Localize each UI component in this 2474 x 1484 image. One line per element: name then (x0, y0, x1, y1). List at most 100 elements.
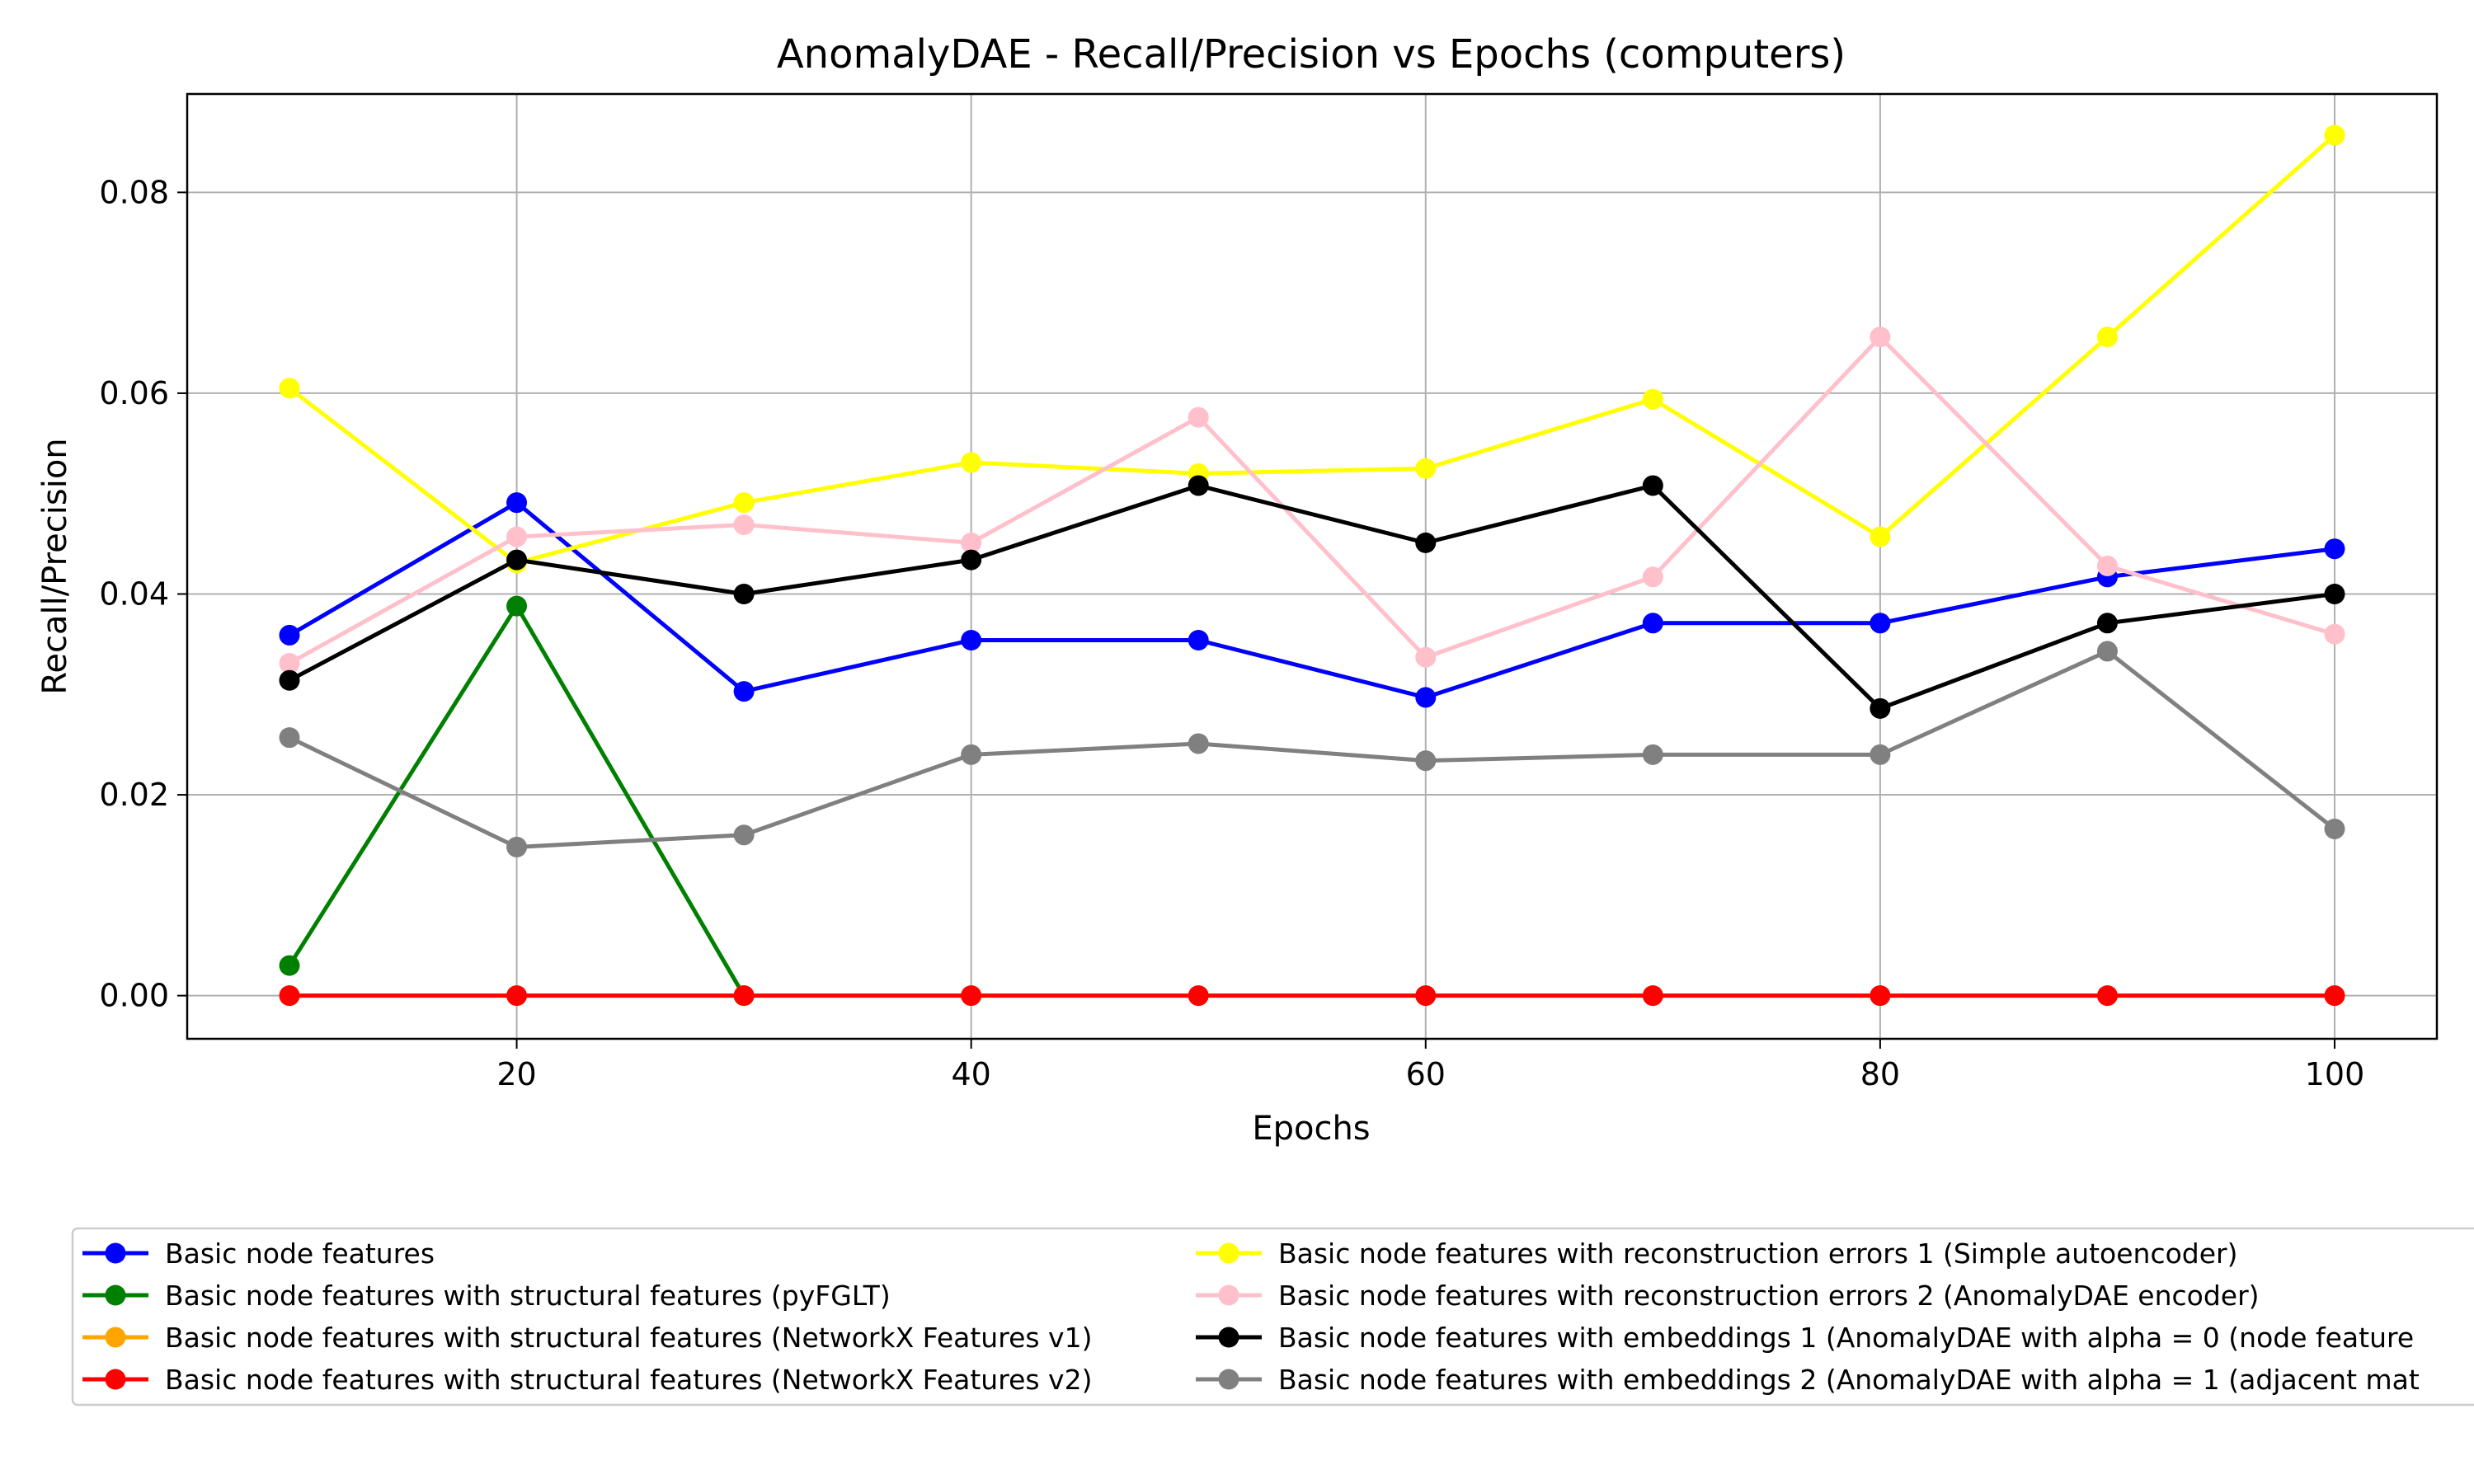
data-point (1188, 630, 1209, 651)
data-point (1870, 744, 1891, 765)
data-point (961, 744, 982, 765)
legend-swatch-marker (1218, 1242, 1239, 1264)
data-point (2324, 583, 2345, 604)
y-tick-label: 0.04 (99, 575, 169, 612)
legend-item: Basic node features with embeddings 2 (A… (1196, 1364, 2420, 1396)
series-8 (279, 641, 2345, 857)
data-point (2324, 985, 2345, 1007)
data-point (279, 985, 300, 1007)
legend-label: Basic node features (165, 1237, 435, 1270)
legend-frame (71, 1227, 2474, 1407)
data-point (1870, 985, 1891, 1007)
data-point (279, 378, 300, 399)
x-tick-label: 60 (1406, 1056, 1446, 1092)
data-point (279, 669, 300, 691)
data-point (2096, 555, 2118, 576)
data-point (1188, 475, 1209, 496)
legend-item: Basic node features with reconstruction … (1196, 1237, 2238, 1270)
x-tick-label: 100 (2305, 1056, 2365, 1092)
data-point (1415, 750, 1437, 772)
y-tick-label: 0.06 (99, 375, 169, 411)
data-point (2324, 124, 2345, 146)
legend-item: Basic node features with reconstruction … (1196, 1280, 2260, 1312)
data-point (506, 492, 528, 514)
data-point (1642, 388, 1663, 410)
data-point (1415, 985, 1437, 1007)
data-point (506, 549, 528, 571)
data-point (2096, 641, 2118, 662)
x-axis-label: Epochs (1252, 1110, 1370, 1148)
legend-label: Basic node features with structural feat… (165, 1322, 1092, 1354)
legend-item: Basic node features with structural feat… (82, 1322, 1092, 1354)
data-point (961, 985, 982, 1007)
legend-label: Basic node features with reconstruction … (1278, 1237, 2238, 1270)
data-point (1188, 985, 1209, 1007)
data-point (733, 824, 755, 846)
series-line (288, 649, 2336, 849)
legend-item: Basic node features with embeddings 1 (A… (1196, 1322, 2414, 1354)
data-point (2096, 613, 2118, 634)
data-point (961, 452, 982, 473)
series-4 (279, 985, 2345, 1007)
data-point (733, 492, 755, 514)
data-point (1188, 733, 1209, 754)
legend-label: Basic node features with reconstruction … (1278, 1280, 2260, 1312)
legend-swatch-marker (105, 1369, 126, 1390)
legend-item: Basic node features (82, 1237, 435, 1270)
data-point (1642, 744, 1663, 765)
plot-frame (186, 92, 2439, 1040)
data-point (506, 836, 528, 857)
legend: Basic node features Basic node features w… (71, 1227, 2474, 1407)
data-point (1870, 526, 1891, 547)
data-point (1642, 475, 1663, 496)
legend-item: Basic node features with structural feat… (82, 1364, 1092, 1396)
data-point (1415, 458, 1437, 479)
series-line (288, 500, 2335, 700)
legend-swatch-marker (105, 1327, 126, 1348)
series-7 (279, 475, 2345, 719)
x-tick-label: 20 (496, 1056, 536, 1092)
data-point (2096, 985, 2118, 1007)
data-point (1642, 613, 1663, 634)
y-tick-label: 0.02 (99, 777, 169, 813)
chart-title: AnomalyDAE - Recall/Precision vs Epochs … (777, 31, 1846, 77)
data-point (961, 549, 982, 571)
y-tick-label: 0.08 (99, 174, 169, 210)
x-tick-label: 80 (1860, 1056, 1900, 1092)
series-6 (279, 326, 2345, 674)
legend-swatch-marker (105, 1242, 126, 1264)
data-point (2096, 326, 2118, 348)
data-point (1415, 532, 1437, 553)
data-point (506, 985, 528, 1007)
series-line (288, 483, 2335, 711)
legend-swatch-marker (1218, 1327, 1239, 1348)
data-point (506, 595, 528, 617)
data-point (2324, 818, 2345, 839)
legend-item: Basic node features with structural feat… (82, 1280, 891, 1312)
series-line (288, 335, 2335, 665)
series-1 (279, 492, 2345, 708)
data-point (1870, 613, 1891, 634)
data-point (279, 624, 300, 646)
data-point (2324, 538, 2345, 560)
legend-swatch-marker (1218, 1284, 1239, 1306)
data-point (1415, 687, 1437, 708)
series-layer (279, 124, 2345, 1007)
data-point (279, 955, 300, 976)
data-point (506, 526, 528, 547)
data-point (279, 653, 300, 674)
data-point (1870, 326, 1891, 348)
data-point (961, 630, 982, 651)
data-point (961, 532, 982, 553)
data-point (733, 681, 755, 702)
x-tick-label: 40 (951, 1056, 990, 1092)
legend-label: Basic node features with structural feat… (165, 1364, 1092, 1396)
data-point (733, 514, 755, 535)
legend-swatch-marker (1218, 1369, 1239, 1390)
legend-label: Basic node features with structural feat… (165, 1280, 891, 1312)
y-axis-label: Recall/Precision (36, 438, 74, 694)
legend-label: Basic node features with embeddings 1 (A… (1278, 1322, 2414, 1354)
data-point (733, 985, 755, 1007)
data-point (1415, 646, 1437, 668)
